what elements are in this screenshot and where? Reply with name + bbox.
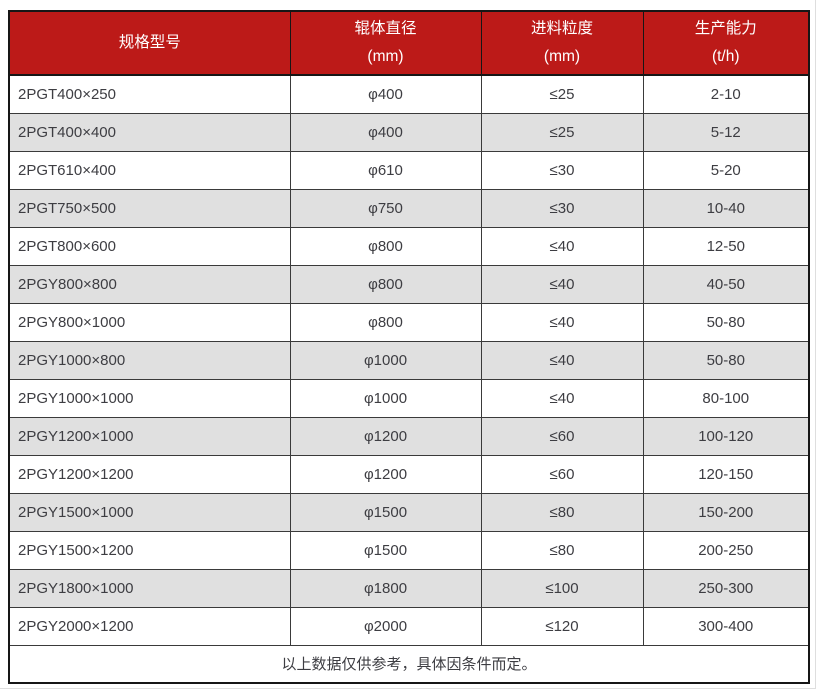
table-row: 2PGY1000×800 φ1000 ≤40 50-80	[8, 340, 810, 380]
cell-capacity: 50-80	[642, 302, 810, 342]
cell-model: 2PGY1500×1200	[8, 530, 291, 570]
cell-model: 2PGY1000×800	[8, 340, 291, 380]
cell-feed-size: ≤40	[480, 264, 644, 304]
table-row: 2PGY1500×1200 φ1500 ≤80 200-250	[8, 530, 810, 570]
cell-diameter: φ610	[289, 150, 482, 190]
column-header-model: 规格型号	[8, 10, 291, 76]
table-row: 2PGT400×250 φ400 ≤25 2-10	[8, 74, 810, 114]
cell-feed-size: ≤100	[480, 568, 644, 608]
cell-capacity: 5-20	[642, 150, 810, 190]
table-row: 2PGT610×400 φ610 ≤30 5-20	[8, 150, 810, 190]
cell-feed-size: ≤25	[480, 112, 644, 152]
cell-diameter: φ1500	[289, 492, 482, 532]
footnote-row: 以上数据仅供参考，具体因条件而定。	[8, 644, 810, 684]
cell-capacity: 200-250	[642, 530, 810, 570]
cell-capacity: 2-10	[642, 74, 810, 114]
cell-model: 2PGY1200×1200	[8, 454, 291, 494]
cell-capacity: 120-150	[642, 454, 810, 494]
cell-model: 2PGY1500×1000	[8, 492, 291, 532]
column-header-capacity: 生产能力 (t/h)	[642, 10, 810, 76]
column-header-feed-size-unit: (mm)	[543, 48, 581, 65]
cell-diameter: φ800	[289, 226, 482, 266]
cell-capacity: 40-50	[642, 264, 810, 304]
cell-model: 2PGY800×1000	[8, 302, 291, 342]
cell-capacity: 100-120	[642, 416, 810, 456]
table-row: 2PGY2000×1200 φ2000 ≤120 300-400	[8, 606, 810, 646]
table-footer: 以上数据仅供参考，具体因条件而定。	[8, 644, 810, 684]
footnote-text: 以上数据仅供参考，具体因条件而定。	[8, 644, 810, 684]
cell-model: 2PGY1000×1000	[8, 378, 291, 418]
cell-feed-size: ≤40	[480, 302, 644, 342]
cell-feed-size: ≤30	[480, 150, 644, 190]
cell-feed-size: ≤40	[480, 340, 644, 380]
table-header: 规格型号 辊体直径 (mm) 进料粒度 (mm) 生产能力 (t/h)	[8, 10, 810, 76]
cell-feed-size: ≤60	[480, 454, 644, 494]
cell-diameter: φ1000	[289, 340, 482, 380]
cell-diameter: φ1500	[289, 530, 482, 570]
table-row: 2PGT750×500 φ750 ≤30 10-40	[8, 188, 810, 228]
cell-feed-size: ≤25	[480, 74, 644, 114]
cell-model: 2PGY2000×1200	[8, 606, 291, 646]
table-row: 2PGY800×1000 φ800 ≤40 50-80	[8, 302, 810, 342]
cell-capacity: 300-400	[642, 606, 810, 646]
table-row: 2PGT400×400 φ400 ≤25 5-12	[8, 112, 810, 152]
table-body: 2PGT400×250 φ400 ≤25 2-10 2PGT400×400 φ4…	[8, 74, 810, 646]
cell-feed-size: ≤60	[480, 416, 644, 456]
cell-feed-size: ≤80	[480, 530, 644, 570]
table-row: 2PGY1000×1000 φ1000 ≤40 80-100	[8, 378, 810, 418]
column-header-capacity-label: 生产能力	[694, 20, 757, 37]
cell-model: 2PGT400×250	[8, 74, 291, 114]
cell-diameter: φ800	[289, 264, 482, 304]
column-header-feed-size-label: 进料粒度	[530, 20, 593, 37]
cell-model: 2PGT610×400	[8, 150, 291, 190]
table-row: 2PGY1200×1200 φ1200 ≤60 120-150	[8, 454, 810, 494]
cell-diameter: φ1200	[289, 416, 482, 456]
cell-capacity: 50-80	[642, 340, 810, 380]
cell-model: 2PGT400×400	[8, 112, 291, 152]
table-row: 2PGY1800×1000 φ1800 ≤100 250-300	[8, 568, 810, 608]
cell-capacity: 5-12	[642, 112, 810, 152]
spec-table: 规格型号 辊体直径 (mm) 进料粒度 (mm) 生产能力 (t/h) 2PGT…	[8, 10, 810, 684]
cell-diameter: φ1000	[289, 378, 482, 418]
cell-model: 2PGY1800×1000	[8, 568, 291, 608]
cell-capacity: 250-300	[642, 568, 810, 608]
cell-feed-size: ≤120	[480, 606, 644, 646]
cell-diameter: φ800	[289, 302, 482, 342]
cell-model: 2PGY1200×1000	[8, 416, 291, 456]
table-row: 2PGY1500×1000 φ1500 ≤80 150-200	[8, 492, 810, 532]
cell-model: 2PGT800×600	[8, 226, 291, 266]
column-header-model-label: 规格型号	[118, 34, 181, 51]
cell-capacity: 150-200	[642, 492, 810, 532]
cell-diameter: φ1200	[289, 454, 482, 494]
cell-feed-size: ≤40	[480, 226, 644, 266]
cell-diameter: φ2000	[289, 606, 482, 646]
cell-capacity: 10-40	[642, 188, 810, 228]
cell-diameter: φ400	[289, 112, 482, 152]
cell-feed-size: ≤40	[480, 378, 644, 418]
header-row: 规格型号 辊体直径 (mm) 进料粒度 (mm) 生产能力 (t/h)	[8, 10, 810, 76]
cell-diameter: φ750	[289, 188, 482, 228]
column-header-diameter-label: 辊体直径	[354, 20, 417, 37]
cell-capacity: 12-50	[642, 226, 810, 266]
cell-model: 2PGT750×500	[8, 188, 291, 228]
table-row: 2PGY1200×1000 φ1200 ≤60 100-120	[8, 416, 810, 456]
column-header-feed-size: 进料粒度 (mm)	[480, 10, 644, 76]
cell-model: 2PGY800×800	[8, 264, 291, 304]
table-row: 2PGY800×800 φ800 ≤40 40-50	[8, 264, 810, 304]
table-row: 2PGT800×600 φ800 ≤40 12-50	[8, 226, 810, 266]
cell-diameter: φ400	[289, 74, 482, 114]
cell-capacity: 80-100	[642, 378, 810, 418]
column-header-diameter: 辊体直径 (mm)	[289, 10, 482, 76]
cell-feed-size: ≤80	[480, 492, 644, 532]
cell-feed-size: ≤30	[480, 188, 644, 228]
cell-diameter: φ1800	[289, 568, 482, 608]
column-header-diameter-unit: (mm)	[367, 48, 404, 65]
column-header-capacity-unit: (t/h)	[711, 48, 740, 65]
